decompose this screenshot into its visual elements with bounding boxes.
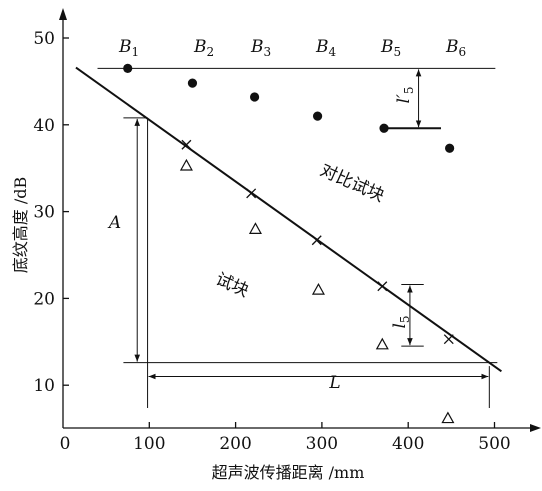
y-tick-label: 30 [33, 203, 55, 223]
b-point-label: B1 [118, 37, 139, 59]
y-tick-label: 10 [33, 376, 55, 396]
y-axis-ticks: 10 20 30 40 50 [33, 29, 69, 396]
dimension-annotations: A Ll5 l′5 [107, 69, 498, 408]
b-point-marker [379, 123, 389, 133]
a-dimension-label: A [107, 213, 121, 233]
cross-marker [311, 235, 322, 246]
x-tick-label: 500 [478, 434, 510, 454]
y-tick-label: 40 [33, 116, 55, 136]
y-axis-title: 底纹高度 /dB [11, 177, 30, 273]
x-tick-label: 0 [60, 434, 71, 454]
b-point-label: B5 [380, 37, 401, 59]
cross-marker [246, 188, 257, 199]
triangle-marker [179, 158, 193, 171]
cross-stroke [311, 235, 322, 246]
cross-stroke [443, 334, 454, 345]
x-tick-label: 300 [306, 434, 338, 454]
b-point-marker [312, 111, 323, 121]
cross-marker [443, 334, 454, 345]
cross-stroke [377, 281, 388, 292]
b-point-marker [445, 143, 455, 153]
y-axis-arrowhead [59, 8, 67, 20]
x-axis-ticks: 0 100 200 300 400 500 [60, 422, 511, 454]
triangle-marker [248, 222, 262, 234]
x-axis-title: 超声波传播距离 /mm [212, 463, 365, 482]
l5-prime-label-group: l′5 [394, 87, 416, 104]
l5-dimension-label: l5 [390, 315, 412, 328]
triangle-marker [375, 337, 389, 350]
b-point-marker [187, 78, 198, 88]
l5-prime-dimension-label: l′5 [394, 87, 416, 104]
l5-label-group: l5 [390, 315, 412, 328]
cross-stroke [181, 139, 192, 150]
cross-marker [181, 139, 192, 150]
attenuation-trend-line [75, 66, 502, 373]
b-point-marker [123, 63, 133, 73]
x-tick-label: 200 [219, 434, 251, 454]
triangle-marker [311, 282, 325, 295]
x-tick-label: 400 [392, 434, 424, 454]
cross-points [181, 139, 454, 345]
b-point-label: B4 [315, 37, 337, 59]
axes: 0 100 200 300 400 500 10 20 30 40 50 [33, 8, 541, 454]
triangle-marker [441, 411, 455, 424]
region-label-reference-block: 对比试块 [317, 160, 387, 206]
b-point-label: B2 [193, 37, 214, 59]
region-label-test-block: 试块 [212, 269, 251, 301]
b-point-marker [249, 92, 260, 102]
b-point-label: B3 [250, 37, 271, 59]
l-dimension-label: L [328, 373, 340, 393]
b-echo-points: B1 B2 B3 B4 B5 B6 [118, 37, 466, 153]
y-tick-label: 20 [33, 289, 55, 309]
cross-marker [377, 281, 388, 292]
y-tick-label: 50 [33, 29, 55, 49]
x-tick-label: 100 [133, 434, 165, 454]
x-axis-arrowhead [530, 424, 541, 432]
b-point-label: B6 [445, 37, 466, 59]
triangle-points [179, 158, 455, 424]
cross-stroke [246, 188, 257, 199]
